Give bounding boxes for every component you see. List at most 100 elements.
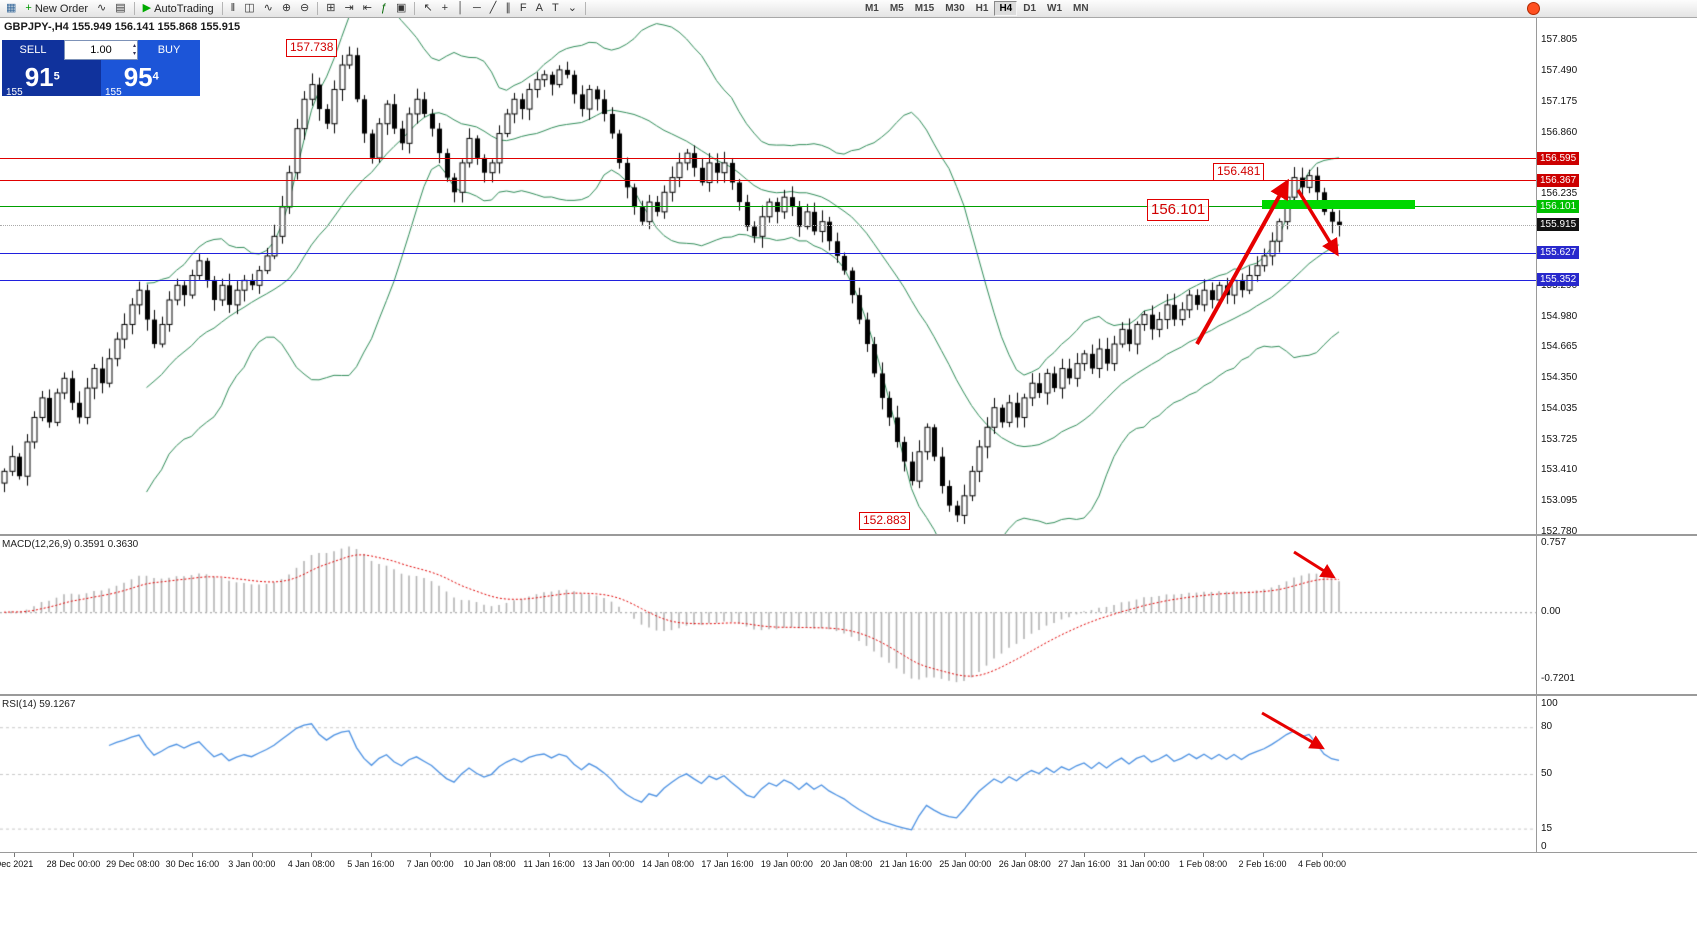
support-zone-highlight[interactable] <box>1262 200 1415 209</box>
objects-list-icon[interactable]: ▣ <box>392 1 410 16</box>
candlestick-chart-icon[interactable]: ◫ <box>240 1 258 16</box>
time-axis-tick <box>549 853 551 857</box>
label-icon: T <box>551 2 559 14</box>
notifications-icon[interactable] <box>1527 2 1540 15</box>
trendline-icon[interactable]: ╱ <box>486 1 501 16</box>
new-chart-icon: ▦ <box>6 2 17 14</box>
channel-icon[interactable]: ∥ <box>501 1 515 16</box>
vertical-line-icon[interactable]: │ <box>453 1 468 16</box>
horizontal-level-line[interactable] <box>0 279 1536 281</box>
zoom-in-icon[interactable]: ⊕ <box>278 1 295 16</box>
time-axis-tick <box>846 853 848 857</box>
new-chart-icon[interactable]: ▦ <box>2 1 20 16</box>
chart-shift-icon: ⇤ <box>362 2 372 14</box>
new-order-icon: + <box>25 2 32 14</box>
time-axis-tick <box>727 853 729 857</box>
support-price-label[interactable]: 156.101 <box>1147 199 1210 221</box>
horizontal-level-line[interactable] <box>0 224 1536 226</box>
timeframe-d1[interactable]: D1 <box>1018 1 1041 16</box>
cursor-icon[interactable]: ↖ <box>419 1 436 16</box>
fibonacci-icon[interactable]: F <box>516 1 531 16</box>
time-axis-label: 4 Jan 08:00 <box>287 859 335 869</box>
buy-price[interactable]: 155954 <box>101 60 200 98</box>
time-axis-tick <box>1203 853 1205 857</box>
time-axis-label: 27 Jan 16:00 <box>1058 859 1111 869</box>
time-axis-tick <box>489 853 491 857</box>
zoom-out-icon[interactable]: ⊖ <box>296 1 313 16</box>
auto-scroll-icon[interactable]: ⇥ <box>340 1 357 16</box>
indicators-icon: ƒ <box>380 2 388 14</box>
horizontal-level-line[interactable] <box>0 206 1536 208</box>
macd-axis-label: 0.757 <box>1541 537 1567 548</box>
macd-panel-divider[interactable] <box>0 534 1697 536</box>
volume-up-button[interactable]: ▴ <box>132 43 136 49</box>
volume-input[interactable]: 1.00 ▴ ▾ <box>64 40 138 60</box>
bar-chart-icon: ‖ <box>230 2 236 14</box>
toolbar: ▦ + New Order ∿ ▤ ▶ AutoTrading ‖ ◫ ∿ ⊕ ⊖ ⊞ ⇥ ⇤ ƒ ▣ ↖ + │ ─ ╱… <box>0 0 1697 18</box>
autotrading-button[interactable]: ▶ AutoTrading <box>139 1 218 16</box>
toolbar-group: ↖ + │ ─ ╱ ∥ F A T ⌄ <box>419 1 580 16</box>
toolbar-separator <box>221 2 223 15</box>
indicators-icon[interactable]: ƒ <box>377 1 391 16</box>
sell-price[interactable]: 155915 <box>2 60 101 98</box>
timeframe-m1[interactable]: M1 <box>860 1 884 16</box>
rsi-axis-label: 15 <box>1541 822 1553 834</box>
timeframe-h1[interactable]: H1 <box>971 1 994 16</box>
low-price-label[interactable]: 152.883 <box>859 512 911 530</box>
time-axis-tick <box>1262 853 1264 857</box>
price-chart-canvas[interactable] <box>0 18 1536 534</box>
new-order-button[interactable]: + New Order <box>21 1 92 16</box>
line-chart-icon: ∿ <box>263 2 273 14</box>
price-axis-label: 153.095 <box>1541 495 1578 507</box>
macd-indicator-canvas[interactable] <box>0 536 1536 694</box>
bar-chart-icon[interactable]: ‖ <box>227 1 240 16</box>
time-axis-label: 28 Dec 00:00 <box>46 859 101 869</box>
sell-button[interactable]: SELL <box>2 40 64 60</box>
time-axis-tick <box>1322 853 1323 857</box>
timeframe-w1[interactable]: W1 <box>1042 1 1067 16</box>
price-axis-label: 156.860 <box>1541 126 1578 138</box>
time-axis-label: 20 Jan 08:00 <box>820 859 873 869</box>
label-icon[interactable]: T <box>548 1 563 16</box>
text-icon[interactable]: A <box>532 1 547 16</box>
rsi-indicator-canvas[interactable] <box>0 696 1536 852</box>
tick-chart-icon[interactable]: ∿ <box>93 1 110 16</box>
rsi-panel-divider[interactable] <box>0 694 1697 696</box>
timeframe-m15[interactable]: M15 <box>910 1 939 16</box>
time-axis-label: 2 Feb 16:00 <box>1238 859 1287 869</box>
autotrading-icon: ▶ <box>142 2 152 14</box>
rsi-axis-label: 80 <box>1541 721 1553 733</box>
timeframe-m15-label: M15 <box>914 3 935 14</box>
zoom-in-icon: ⊕ <box>281 2 292 14</box>
timeframe-m30[interactable]: M30 <box>940 1 969 16</box>
time-axis[interactable]: Dec 2021 28 Dec 00:00 29 Dec 08:00 30 Dec 1… <box>0 852 1697 879</box>
timeframe-m5[interactable]: M5 <box>885 1 909 16</box>
time-axis-tick <box>668 853 669 857</box>
buy-button[interactable]: BUY <box>138 40 200 60</box>
timeframe-mn[interactable]: MN <box>1068 1 1094 16</box>
price-axis-label: 153.725 <box>1541 433 1578 445</box>
peak-price-label[interactable]: 157.738 <box>286 39 338 57</box>
line-chart-icon[interactable]: ∿ <box>260 1 277 16</box>
horizontal-level-line[interactable] <box>0 252 1536 254</box>
tile-windows-icon[interactable]: ⊞ <box>322 1 339 16</box>
crosshair-icon[interactable]: + <box>438 1 452 16</box>
price-axis-label: 156.235 <box>1541 187 1578 199</box>
arrows-dropdown-icon[interactable]: ⌄ <box>564 1 581 16</box>
time-axis-tick <box>965 853 967 857</box>
horizontal-line-icon[interactable]: ─ <box>469 1 485 16</box>
crosshair-icon: + <box>441 2 449 14</box>
horizontal-level-line[interactable] <box>0 180 1536 182</box>
swing-high-price-label[interactable]: 156.481 <box>1213 163 1265 181</box>
price-axis-label: 157.490 <box>1541 64 1578 76</box>
chart-shift-icon[interactable]: ⇤ <box>359 1 376 16</box>
horizontal-level-line[interactable] <box>0 158 1536 159</box>
tile-windows-icon: ⊞ <box>326 2 336 14</box>
market-depth-icon[interactable]: ▤ <box>111 1 129 16</box>
time-axis-label: 1 Feb 08:00 <box>1179 859 1228 869</box>
timeframe-h4[interactable]: H4 <box>994 1 1018 16</box>
volume-down-button[interactable]: ▾ <box>132 51 136 57</box>
arrows-dropdown-icon: ⌄ <box>567 2 577 14</box>
volume-value: 1.00 <box>90 44 112 56</box>
toolbar-group: ▶ AutoTrading <box>139 1 218 16</box>
